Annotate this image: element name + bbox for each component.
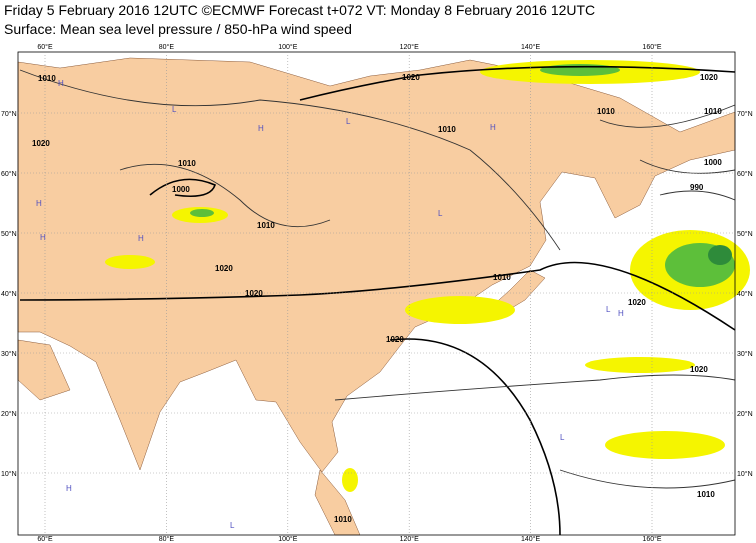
longitude-label: 60°E <box>37 43 53 51</box>
isobar-label: 1020 <box>245 289 263 298</box>
isobar-label: 1010 <box>697 490 715 499</box>
longitude-label: 160°E <box>642 43 661 51</box>
latitude-label: 50°N <box>1 230 17 238</box>
wind-patch <box>585 357 695 373</box>
longitude-label: 140°E <box>521 43 540 51</box>
isobar-label: 1020 <box>32 139 50 148</box>
longitude-label: 60°E <box>37 535 53 543</box>
latitude-label: 20°N <box>737 410 753 418</box>
isobar-label: 1010 <box>704 107 722 116</box>
isobar <box>559 469 736 489</box>
isobar <box>149 178 216 198</box>
pressure-center: H <box>36 199 42 208</box>
isobar-label: 1020 <box>215 264 233 273</box>
pressure-center: L <box>560 433 565 442</box>
isobar-label: 1020 <box>628 298 646 307</box>
isobar <box>119 163 331 228</box>
longitude-label: 120°E <box>400 43 419 51</box>
pressure-center: L <box>172 105 177 114</box>
isobar-label: 1010 <box>597 107 615 116</box>
wind-patch <box>405 296 515 324</box>
isobar <box>19 261 736 331</box>
pressure-center: H <box>490 123 496 132</box>
wind-patch <box>605 431 725 459</box>
isobar-label: 1000 <box>172 185 190 194</box>
isobar-label: 1010 <box>334 515 352 524</box>
wind-patch <box>105 255 155 269</box>
isobar-label: 1010 <box>493 273 511 282</box>
pressure-center: H <box>58 79 64 88</box>
isobar-label: 1010 <box>438 125 456 134</box>
latitude-label: 40°N <box>737 290 753 298</box>
longitude-label: 80°E <box>159 43 175 51</box>
latitude-label: 70°N <box>737 110 753 118</box>
latitude-label: 60°N <box>737 170 753 178</box>
pressure-center: L <box>230 521 235 530</box>
longitude-label: 80°E <box>159 535 175 543</box>
latitude-label: 10°N <box>1 470 17 478</box>
latitude-label: 50°N <box>737 230 753 238</box>
wind-patch <box>190 209 214 217</box>
isobar-label: 1010 <box>257 221 275 230</box>
longitude-label: 100°E <box>278 535 297 543</box>
longitude-label: 120°E <box>400 535 419 543</box>
wind-patch <box>342 468 358 492</box>
pressure-center: L <box>438 209 443 218</box>
latitude-label: 60°N <box>1 170 17 178</box>
map <box>17 52 750 536</box>
isobar <box>639 159 736 201</box>
isobar-label: 1020 <box>402 73 420 82</box>
pressure-center: H <box>258 124 264 133</box>
isobar <box>334 374 736 401</box>
land <box>17 57 736 473</box>
latitude-label: 40°N <box>1 290 17 298</box>
isobar <box>599 104 736 128</box>
title: Friday 5 February 2016 12UTC ©ECMWF Fore… <box>4 2 595 18</box>
isobar <box>19 69 561 251</box>
pressure-center: L <box>606 305 611 314</box>
longitude-label: 160°E <box>642 535 661 543</box>
isobar-label: 1020 <box>690 365 708 374</box>
latitude-label: 20°N <box>1 410 17 418</box>
latitude-label: 30°N <box>1 350 17 358</box>
pressure-center: H <box>40 233 46 242</box>
pressure-center: H <box>618 309 624 318</box>
longitude-label: 140°E <box>521 535 540 543</box>
pressure-center: L <box>346 117 351 126</box>
pressure-center: H <box>66 484 72 493</box>
longitude-label: 100°E <box>278 43 297 51</box>
wind-patch <box>708 245 732 265</box>
latitude-label: 10°N <box>737 470 753 478</box>
isobar-label: 1020 <box>386 335 404 344</box>
isobar-label: 990 <box>690 183 704 192</box>
isobar-label: 1010 <box>38 74 56 83</box>
isobar-label: 1010 <box>178 159 196 168</box>
wind-patch <box>540 64 620 76</box>
latitude-label: 30°N <box>737 350 753 358</box>
isobar-label: 1000 <box>704 158 722 167</box>
map-frame <box>17 51 736 536</box>
isobar-label: 1020 <box>700 73 718 82</box>
latitude-label: 70°N <box>1 110 17 118</box>
isobar <box>389 338 561 536</box>
pressure-center: H <box>138 234 144 243</box>
subtitle: Surface: Mean sea level pressure / 850-h… <box>4 21 352 37</box>
isobar <box>299 65 736 101</box>
